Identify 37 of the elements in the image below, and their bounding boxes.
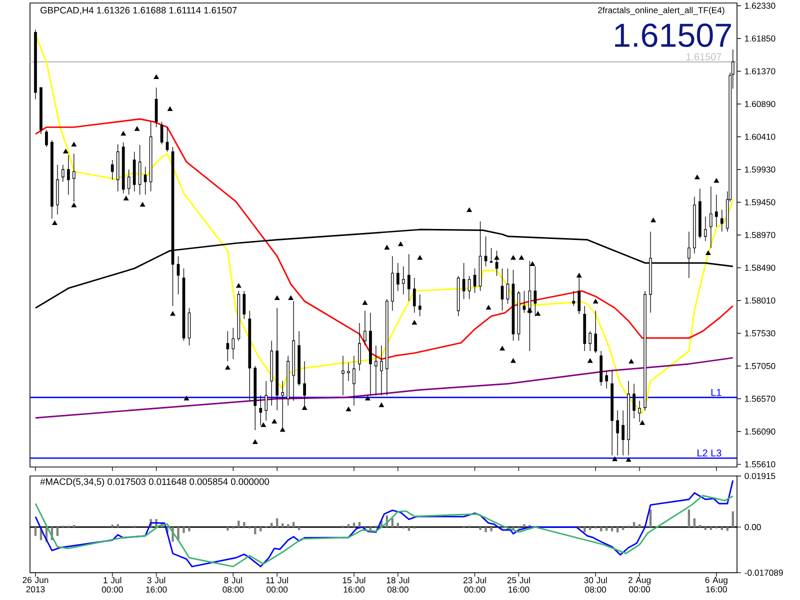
x-tick-label: 15 Jul 16:00 (342, 576, 366, 593)
x-tick-label: 8 Jul 08:00 (222, 576, 244, 593)
chart-title: GBPCAD,H4 1.61326 1.61688 1.61114 1.61507 (40, 6, 237, 15)
x-tick-label: 25 Jul 16:00 (507, 576, 530, 593)
y-tick-label: 1.59450 (745, 199, 776, 206)
x-tick-label: 1 Jul 00:00 (102, 576, 123, 593)
y-tick-label: 1.56570 (745, 396, 776, 402)
y-tick-label: 1.55610 (745, 461, 776, 468)
y-tick-label: 0.01915 (744, 472, 776, 480)
y-tick-label: 1.57530 (745, 330, 776, 336)
y-tick-label: 1.58970 (745, 232, 776, 238)
y-tick-label: 1.59930 (745, 166, 776, 173)
x-tick-label: 30 Jul 08:00 (584, 576, 607, 593)
annotation: 2fractals_online_alert_all_TF(E4) (598, 6, 724, 15)
y-tick-label: 1.62330 (745, 2, 776, 9)
x-tick-label: 2 Aug 00:00 (628, 576, 650, 592)
x-tick-label: 23 Jul 00:00 (463, 576, 486, 593)
y-tick-label: -0.017089 (744, 570, 783, 576)
y-tick-label: 1.57050 (745, 362, 776, 370)
x-tick-label: 3 Jul 16:00 (146, 576, 167, 593)
y-tick-label: 1.58490 (745, 264, 776, 271)
chart-title: #MACD(5,34,5) 0.017503 0.011648 0.005854 0.000000 (40, 478, 270, 487)
annotation: 1.61507 (615, 24, 731, 48)
x-tick-label: 6 Aug 16:00 (705, 576, 728, 592)
x-tick-label: 18 Jul 08:00 (386, 576, 410, 593)
y-tick-label: 1.61370 (745, 68, 776, 74)
x-tick-label: 11 Jul 00:00 (266, 576, 288, 593)
y-tick-label: 0.00 (744, 524, 761, 530)
ref-line-label: 1.61507 (686, 53, 722, 60)
ref-line-label: L1 (711, 388, 722, 396)
y-tick-label: 1.56090 (745, 428, 776, 435)
y-tick-label: 1.58010 (745, 297, 776, 304)
x-tick-label: 26 Jun 2013 (22, 576, 48, 592)
y-tick-label: 1.61850 (745, 35, 776, 42)
y-tick-label: 1.60410 (745, 134, 776, 140)
ref-line-label: L2 L3 (698, 449, 722, 457)
y-tick-label: 1.60890 (745, 100, 776, 108)
